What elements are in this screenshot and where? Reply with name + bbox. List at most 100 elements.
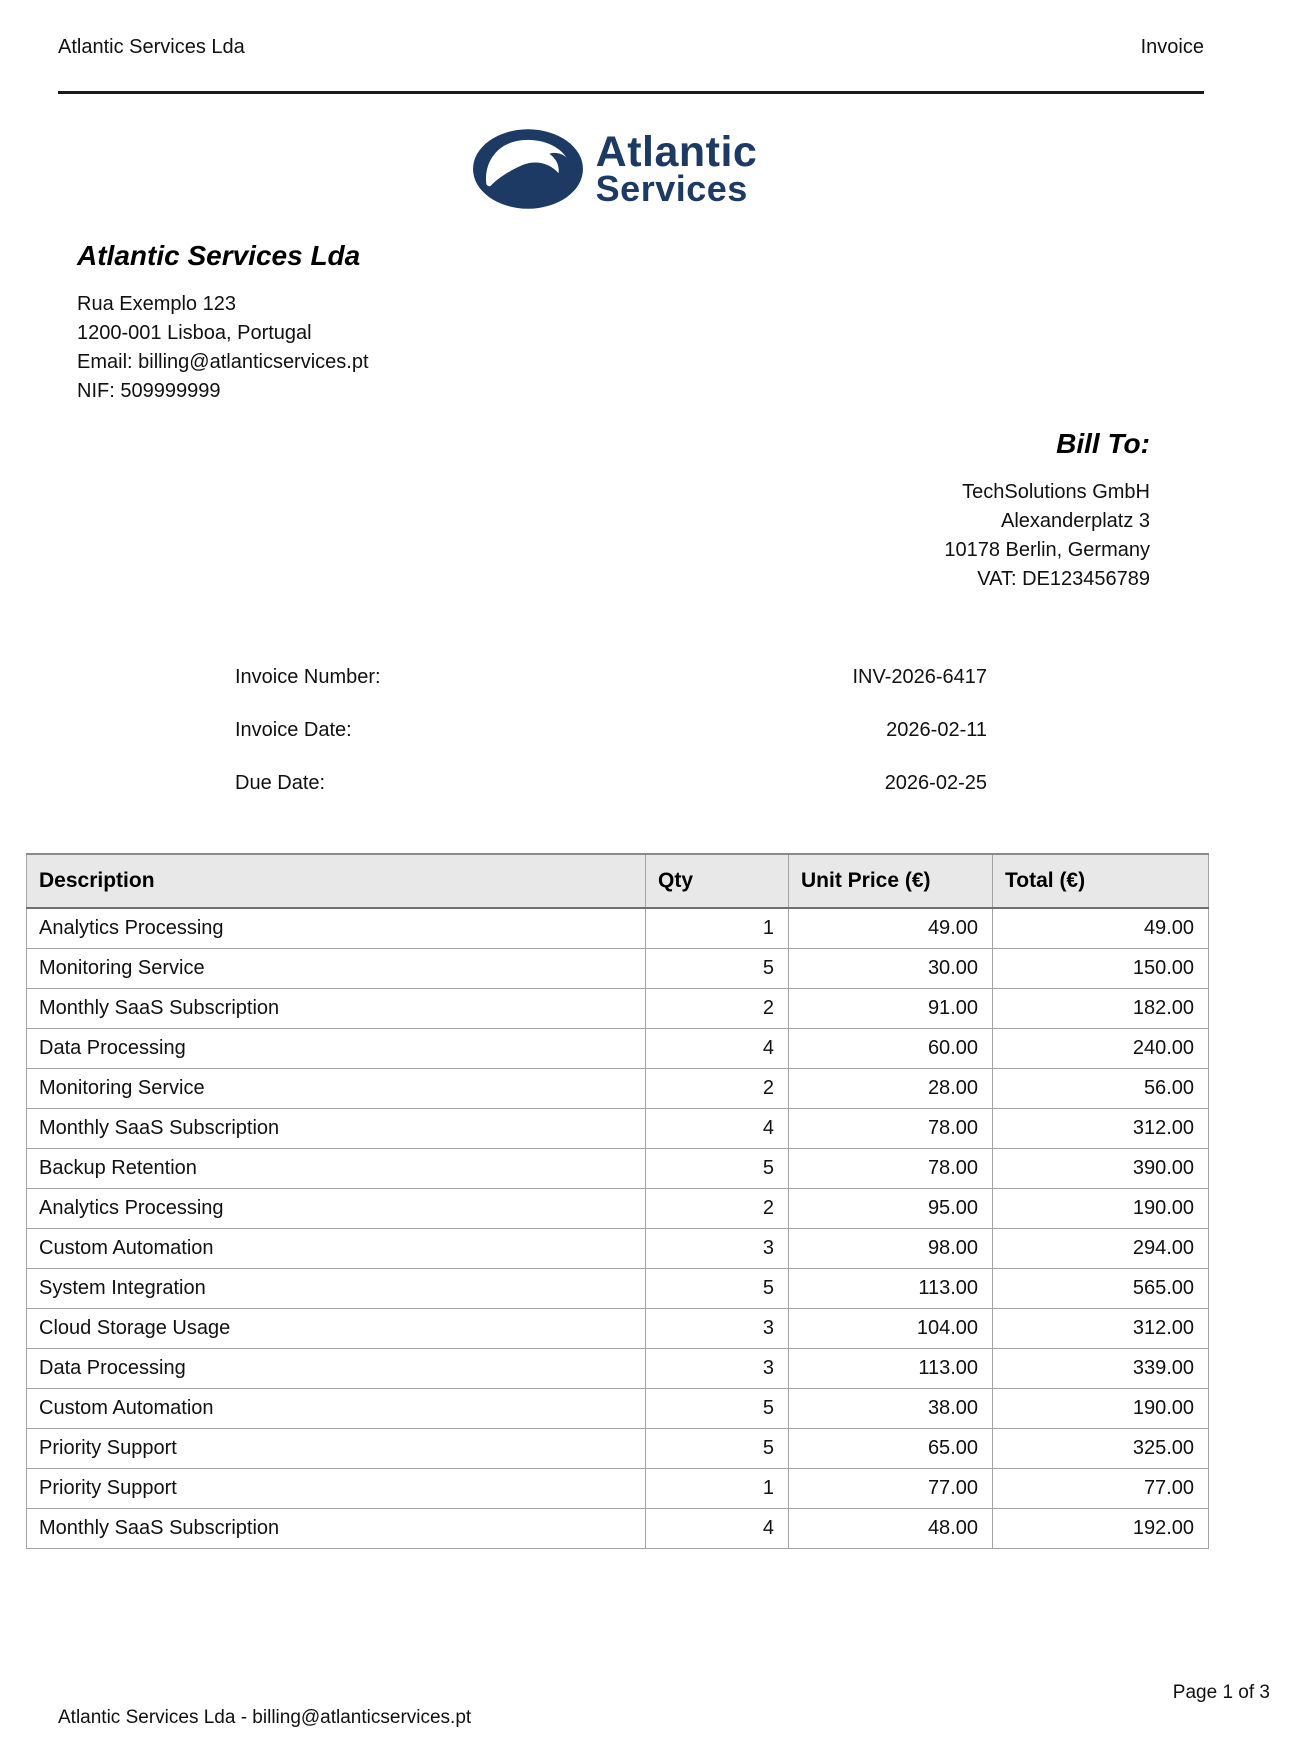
logo: Atlantic Services: [0, 128, 1301, 210]
item-total: 240.00: [992, 1028, 1209, 1069]
items-table-body: Analytics Processing 1 49.00 49.00 Monitorin…: [26, 907, 1209, 1549]
item-qty: 2: [645, 1188, 789, 1229]
item-total: 192.00: [992, 1508, 1209, 1549]
bill-to-address-line: Alexanderplatz 3: [1001, 510, 1150, 532]
table-row: Priority Support 1 77.00 77.00: [26, 1468, 1209, 1509]
running-header-doc-type: Invoice: [1140, 36, 1204, 58]
item-description: Monthly SaaS Subscription: [26, 1508, 646, 1549]
table-row: Backup Retention 5 78.00 390.00: [26, 1148, 1209, 1189]
item-description: Data Processing: [26, 1348, 646, 1389]
item-qty: 3: [645, 1308, 789, 1349]
item-unit-price: 91.00: [788, 988, 993, 1029]
bill-to-address-line: 10178 Berlin, Germany: [944, 539, 1150, 561]
item-qty: 4: [645, 1508, 789, 1549]
table-row: Analytics Processing 1 49.00 49.00: [26, 907, 1209, 949]
invoice-number-value: INV-2026-6417: [852, 666, 987, 688]
item-qty: 1: [645, 1468, 789, 1509]
items-table: Description Qty Unit Price (€) Total (€)…: [26, 853, 1209, 1549]
item-qty: 1: [645, 907, 789, 949]
item-qty: 4: [645, 1028, 789, 1069]
invoice-number-row: Invoice Number: INV-2026-6417: [235, 651, 987, 704]
table-row: Analytics Processing 2 95.00 190.00: [26, 1188, 1209, 1229]
item-total: 150.00: [992, 948, 1209, 989]
item-description: Data Processing: [26, 1028, 646, 1069]
item-unit-price: 38.00: [788, 1388, 993, 1429]
item-unit-price: 60.00: [788, 1028, 993, 1069]
table-row: Custom Automation 5 38.00 190.00: [26, 1388, 1209, 1429]
item-qty: 3: [645, 1348, 789, 1389]
brand-name-line1: Atlantic: [595, 127, 758, 176]
bill-to-block: Bill To: TechSolutions GmbH Alexanderpla…: [944, 428, 1150, 594]
item-total: 182.00: [992, 988, 1209, 1029]
footer-contact-line: Atlantic Services Lda - billing@atlantic…: [58, 1707, 472, 1728]
column-header-total: Total (€): [992, 853, 1209, 909]
table-row: Monthly SaaS Subscription 4 78.00 312.00: [26, 1108, 1209, 1149]
table-row: Monitoring Service 5 30.00 150.00: [26, 948, 1209, 989]
page-number: Page 1 of 3: [1172, 1682, 1270, 1703]
items-table-header-row: Description Qty Unit Price (€) Total (€): [26, 853, 1209, 909]
item-qty: 3: [645, 1228, 789, 1269]
item-description: Custom Automation: [26, 1228, 646, 1269]
item-description: Monitoring Service: [26, 948, 646, 989]
item-unit-price: 95.00: [788, 1188, 993, 1229]
item-qty: 2: [645, 1068, 789, 1109]
item-description: Priority Support: [26, 1468, 646, 1509]
item-unit-price: 104.00: [788, 1308, 993, 1349]
seller-address-line: 1200-001 Lisboa, Portugal: [77, 322, 312, 344]
seller-name: Atlantic Services Lda: [77, 240, 361, 271]
table-row: Monthly SaaS Subscription 2 91.00 182.00: [26, 988, 1209, 1029]
bill-to-heading: Bill To:: [1056, 428, 1150, 459]
seller-address: Rua Exemplo 123 1200-001 Lisboa, Portuga…: [77, 290, 369, 406]
item-total: 190.00: [992, 1188, 1209, 1229]
table-row: Data Processing 4 60.00 240.00: [26, 1028, 1209, 1069]
item-unit-price: 113.00: [788, 1348, 993, 1389]
brand-name-line2: Services: [595, 168, 748, 210]
item-qty: 2: [645, 988, 789, 1029]
bill-to-address: TechSolutions GmbH Alexanderplatz 3 1017…: [944, 478, 1150, 594]
bill-to-vat-line: VAT: DE123456789: [977, 568, 1150, 590]
item-description: Priority Support: [26, 1428, 646, 1469]
item-qty: 5: [645, 1148, 789, 1189]
column-header-qty: Qty: [645, 853, 789, 909]
running-header-company: Atlantic Services Lda: [58, 36, 245, 58]
item-description: Cloud Storage Usage: [26, 1308, 646, 1349]
invoice-date-row: Invoice Date: 2026-02-11: [235, 704, 987, 757]
table-row: System Integration 5 113.00 565.00: [26, 1268, 1209, 1309]
item-qty: 5: [645, 1428, 789, 1469]
item-unit-price: 77.00: [788, 1468, 993, 1509]
table-row: Monthly SaaS Subscription 4 48.00 192.00: [26, 1508, 1209, 1549]
item-unit-price: 65.00: [788, 1428, 993, 1469]
item-description: Backup Retention: [26, 1148, 646, 1189]
invoice-date-value: 2026-02-11: [886, 719, 987, 741]
item-total: 390.00: [992, 1148, 1209, 1189]
item-unit-price: 28.00: [788, 1068, 993, 1109]
invoice-date-label: Invoice Date:: [235, 719, 352, 741]
item-qty: 4: [645, 1108, 789, 1149]
item-description: Analytics Processing: [26, 1188, 646, 1229]
item-total: 49.00: [992, 907, 1209, 949]
seller-tax-id-line: NIF: 509999999: [77, 380, 221, 402]
brand-name: Atlantic Services: [595, 127, 758, 210]
item-description: Monthly SaaS Subscription: [26, 988, 646, 1029]
column-header-description: Description: [26, 853, 646, 909]
table-row: Custom Automation 3 98.00 294.00: [26, 1228, 1209, 1269]
item-total: 325.00: [992, 1428, 1209, 1469]
item-qty: 5: [645, 1388, 789, 1429]
item-description: Custom Automation: [26, 1388, 646, 1429]
item-unit-price: 49.00: [788, 907, 993, 949]
item-description: Monitoring Service: [26, 1068, 646, 1109]
item-description: Monthly SaaS Subscription: [26, 1108, 646, 1149]
table-row: Cloud Storage Usage 3 104.00 312.00: [26, 1308, 1209, 1349]
item-total: 77.00: [992, 1468, 1209, 1509]
due-date-value: 2026-02-25: [884, 772, 987, 794]
item-total: 312.00: [992, 1308, 1209, 1349]
item-unit-price: 48.00: [788, 1508, 993, 1549]
item-unit-price: 30.00: [788, 948, 993, 989]
item-description: Analytics Processing: [26, 907, 646, 949]
due-date-label: Due Date:: [235, 772, 326, 794]
seller-address-line: Rua Exemplo 123: [77, 293, 236, 315]
invoice-meta: Invoice Number: INV-2026-6417 Invoice Da…: [235, 651, 987, 810]
items-table-header: Description Qty Unit Price (€) Total (€): [26, 853, 1209, 909]
bill-to-name: TechSolutions GmbH: [962, 481, 1150, 503]
item-unit-price: 78.00: [788, 1108, 993, 1149]
